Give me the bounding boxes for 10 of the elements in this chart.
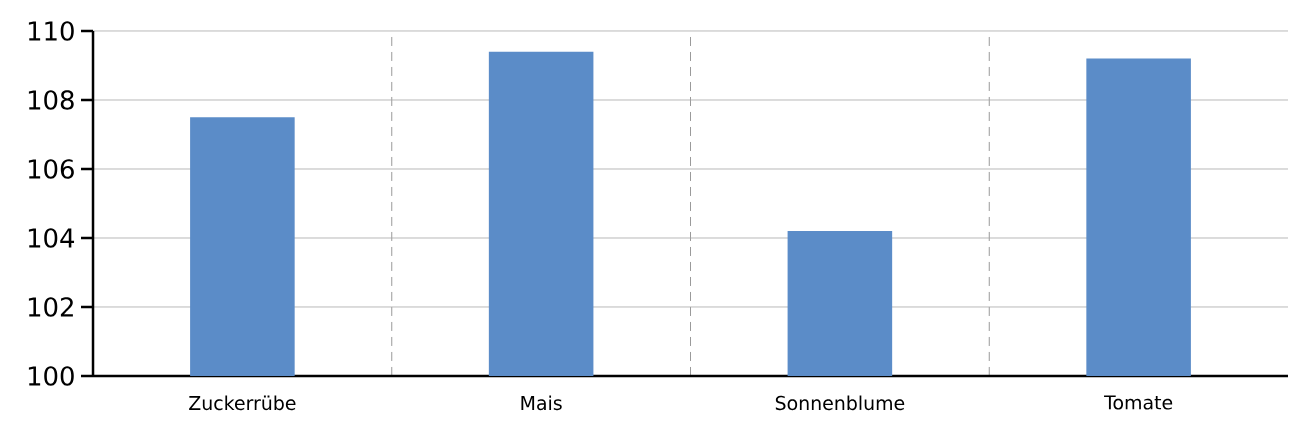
y-tick-label: 108 bbox=[28, 90, 74, 110]
y-tick-label: 110 bbox=[28, 21, 74, 41]
y-tick-label: 102 bbox=[28, 297, 73, 317]
x-tick-label: Sonnenblume bbox=[775, 395, 905, 411]
x-tick-label: Mais bbox=[521, 395, 562, 411]
y-tick-label: 106 bbox=[28, 159, 74, 179]
x-tick-label: Tomate bbox=[1104, 395, 1173, 410]
y-tick-label: 104 bbox=[28, 228, 75, 248]
x-tick-label: Zuckerrübe bbox=[189, 395, 296, 411]
y-tick-label: 100 bbox=[28, 366, 74, 386]
